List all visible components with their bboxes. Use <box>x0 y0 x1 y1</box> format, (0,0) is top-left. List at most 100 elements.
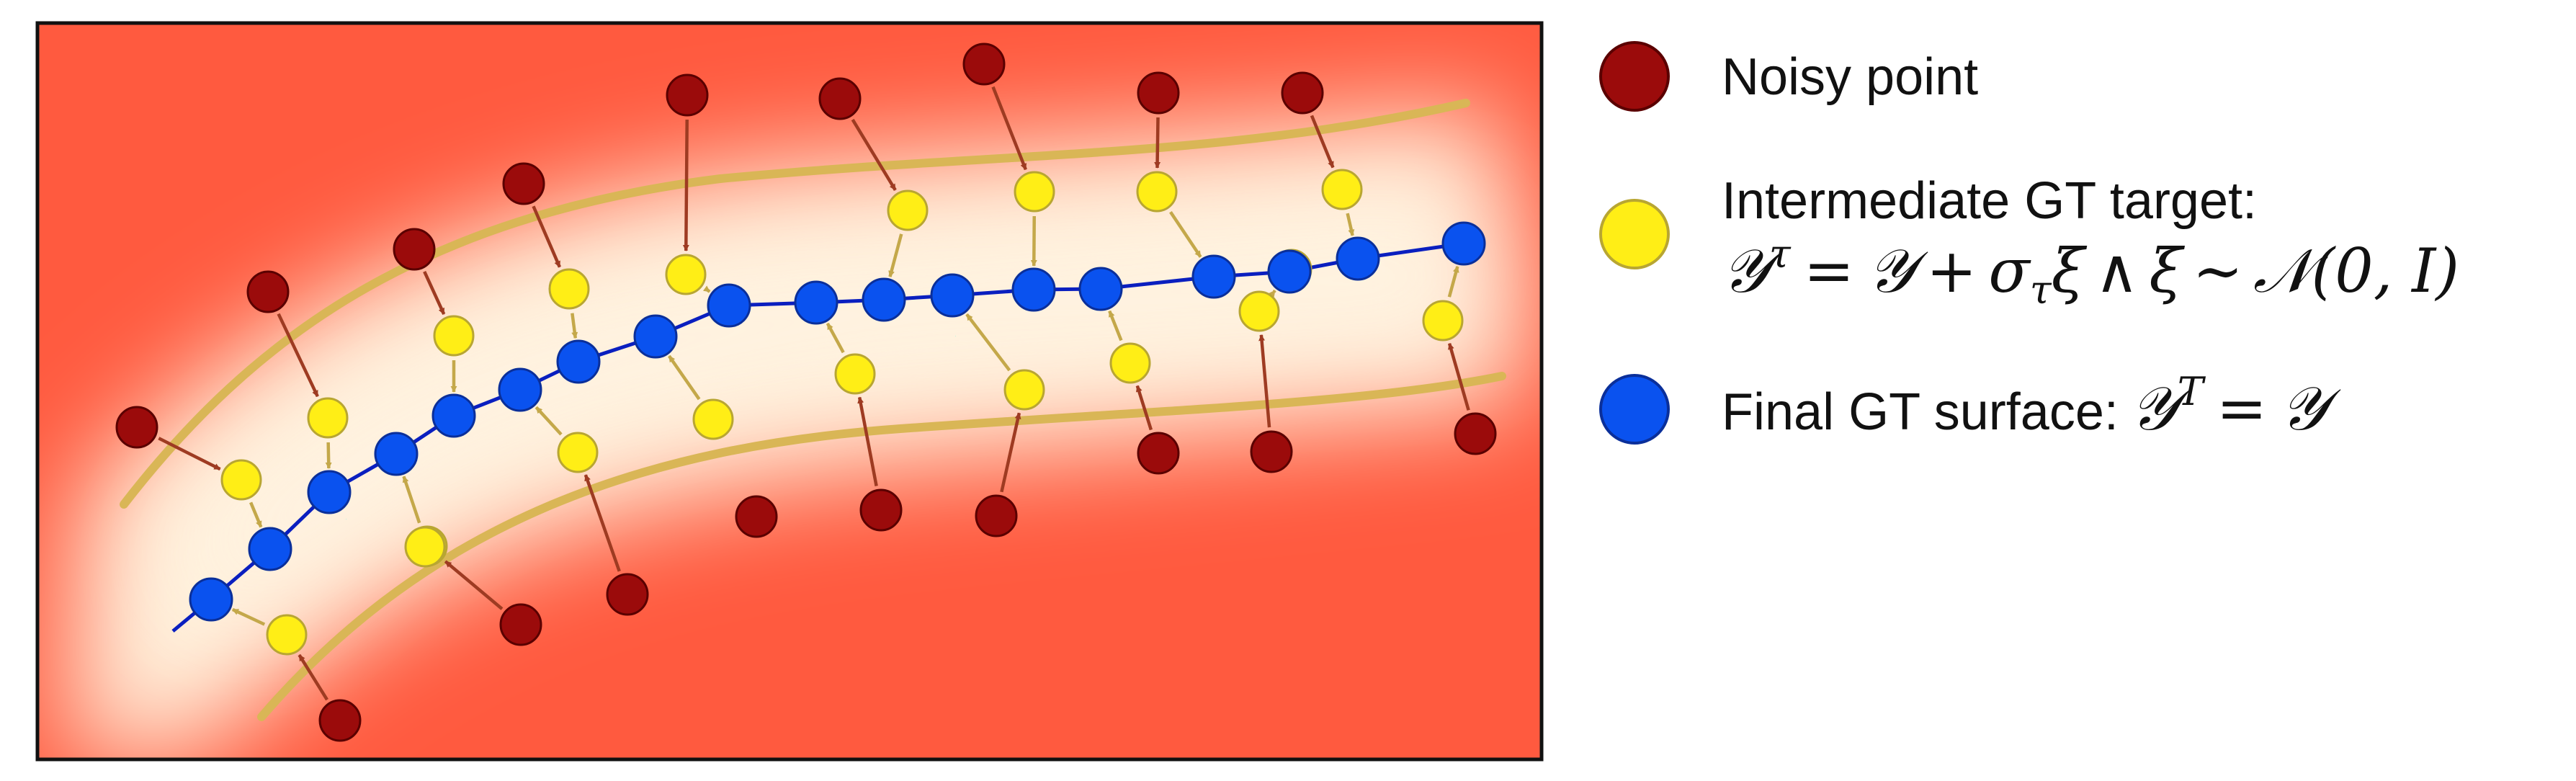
intermediate-target-point <box>557 432 599 473</box>
legend-intermediate-label: Intermediate GT target: <box>1722 172 2257 230</box>
intermediate-target-point <box>1003 369 1045 411</box>
intermediate-target-point <box>433 315 475 357</box>
formula-plus: + <box>1926 236 1977 306</box>
final-surface-point <box>862 277 906 322</box>
final-surface-point <box>374 432 419 476</box>
noisy-point <box>666 73 709 117</box>
arrows-layer <box>158 86 1470 701</box>
formula-args: (0, I) <box>2311 236 2459 306</box>
noisy-point <box>606 573 649 616</box>
final-surface-point <box>930 273 975 318</box>
noisy-point <box>1137 71 1180 115</box>
legend: Noisy point Intermediate GT target: 𝒴τ = 𝒴… <box>1599 41 2459 445</box>
noisy-point <box>962 43 1006 86</box>
target-to-surface-arrow <box>325 442 332 469</box>
noisy-point <box>318 699 362 742</box>
target-to-surface-arrow <box>249 501 263 528</box>
noisy-point <box>975 494 1018 537</box>
noisy-point <box>393 228 436 271</box>
noisy-point <box>735 495 778 538</box>
noisy-to-target-arrow <box>1447 342 1470 411</box>
final-surface-point <box>1267 249 1312 294</box>
legend-noisy-icon <box>1599 41 1670 112</box>
noisy-point <box>1250 430 1293 473</box>
formula-y: 𝒴 <box>1867 236 1928 306</box>
noisy-to-target-arrow <box>851 118 897 191</box>
noisy-to-target-arrow <box>298 653 328 701</box>
noisy-point <box>818 77 862 120</box>
noisy-point <box>1454 412 1497 455</box>
target-to-surface-arrow <box>535 406 563 436</box>
noisy-to-target-arrow <box>1135 385 1153 431</box>
final-surface-point <box>307 470 352 514</box>
intermediate-target-point <box>665 254 707 295</box>
final-surface-point <box>431 393 476 438</box>
target-to-surface-arrow <box>402 476 421 524</box>
target-to-surface-arrow <box>826 322 845 354</box>
target-to-surface-arrow <box>1108 310 1123 342</box>
intermediate-target-point <box>220 459 262 501</box>
formula-xi2: ξ <box>2149 236 2185 306</box>
intermediate-target-point <box>548 268 590 310</box>
target-to-surface-arrow <box>1169 211 1202 258</box>
noisy-point <box>115 406 158 449</box>
gt-band-core <box>166 216 1484 620</box>
noisy-point <box>502 162 545 205</box>
band-upper-line <box>120 99 1470 509</box>
final-surface-point <box>794 280 838 325</box>
target-to-surface-arrow <box>1269 289 1276 298</box>
formula-final-y: 𝒴 <box>2280 373 2341 444</box>
intermediate-target-point <box>1238 290 1280 332</box>
final-surface-point <box>189 577 233 622</box>
intermediate-target-point <box>1422 300 1464 342</box>
noisy-to-target-arrow <box>682 119 689 251</box>
final-surface-point <box>633 314 678 359</box>
noisy-to-target-arrow <box>444 560 504 610</box>
plot-frame <box>35 21 1544 762</box>
noisy-to-target-arrow <box>1310 115 1335 169</box>
target-to-surface-arrow <box>702 285 711 293</box>
noisy-to-target-arrow <box>532 205 561 268</box>
formula-sim: ∼ <box>2193 236 2243 306</box>
noisy-to-target-arrow <box>1154 117 1161 169</box>
formula-wedge: ∧ <box>2095 236 2139 306</box>
formula-tau-sup: τ <box>1769 231 1792 277</box>
noisy-to-target-arrow <box>423 270 446 315</box>
legend-final-formula: Final GT surface: 𝒴T = 𝒴 <box>1722 369 2341 444</box>
target-to-surface-arrow <box>571 313 578 339</box>
intermediate-target-point <box>1321 169 1363 210</box>
formula-sigma-sub: τ <box>2030 267 2052 313</box>
intermediate-target-point <box>266 614 308 656</box>
target-to-surface-arrow <box>1447 265 1459 298</box>
intermediate-target-point <box>307 397 349 439</box>
noisy-to-target-arrow <box>1258 334 1271 428</box>
intermediate-target-point <box>1136 171 1178 213</box>
noisy-point <box>1137 432 1180 475</box>
intermediate-target-point <box>692 398 734 440</box>
final-surface-point <box>1191 254 1236 299</box>
legend-final-label: Final GT surface: <box>1722 383 2119 441</box>
formula-sigma: σ <box>1988 236 2031 306</box>
legend-final-icon <box>1599 374 1670 445</box>
band-lower-line <box>257 372 1506 721</box>
final-surface-point <box>707 283 751 328</box>
noisy-point <box>1281 71 1324 115</box>
noisy-to-target-arrow <box>583 474 621 572</box>
final-surface-point <box>498 367 542 412</box>
final-surface-point <box>1078 267 1123 311</box>
points-layer <box>115 43 1497 742</box>
formula-xi: ξ <box>2052 236 2088 306</box>
intermediate-target-point <box>887 189 929 231</box>
target-to-surface-arrow <box>667 354 701 401</box>
noisy-to-target-arrow <box>158 437 221 471</box>
final-surface-point <box>248 527 292 571</box>
final-surface-point <box>1011 267 1056 312</box>
plot-area <box>37 23 1542 759</box>
formula-eq: = <box>1804 236 1854 306</box>
legend-noisy-label: Noisy point <box>1722 48 1978 106</box>
intermediate-target-point <box>404 526 446 568</box>
final-surface-point <box>1441 221 1486 266</box>
intermediate-target-point <box>1109 342 1151 384</box>
noisy-to-target-arrow <box>857 396 878 487</box>
